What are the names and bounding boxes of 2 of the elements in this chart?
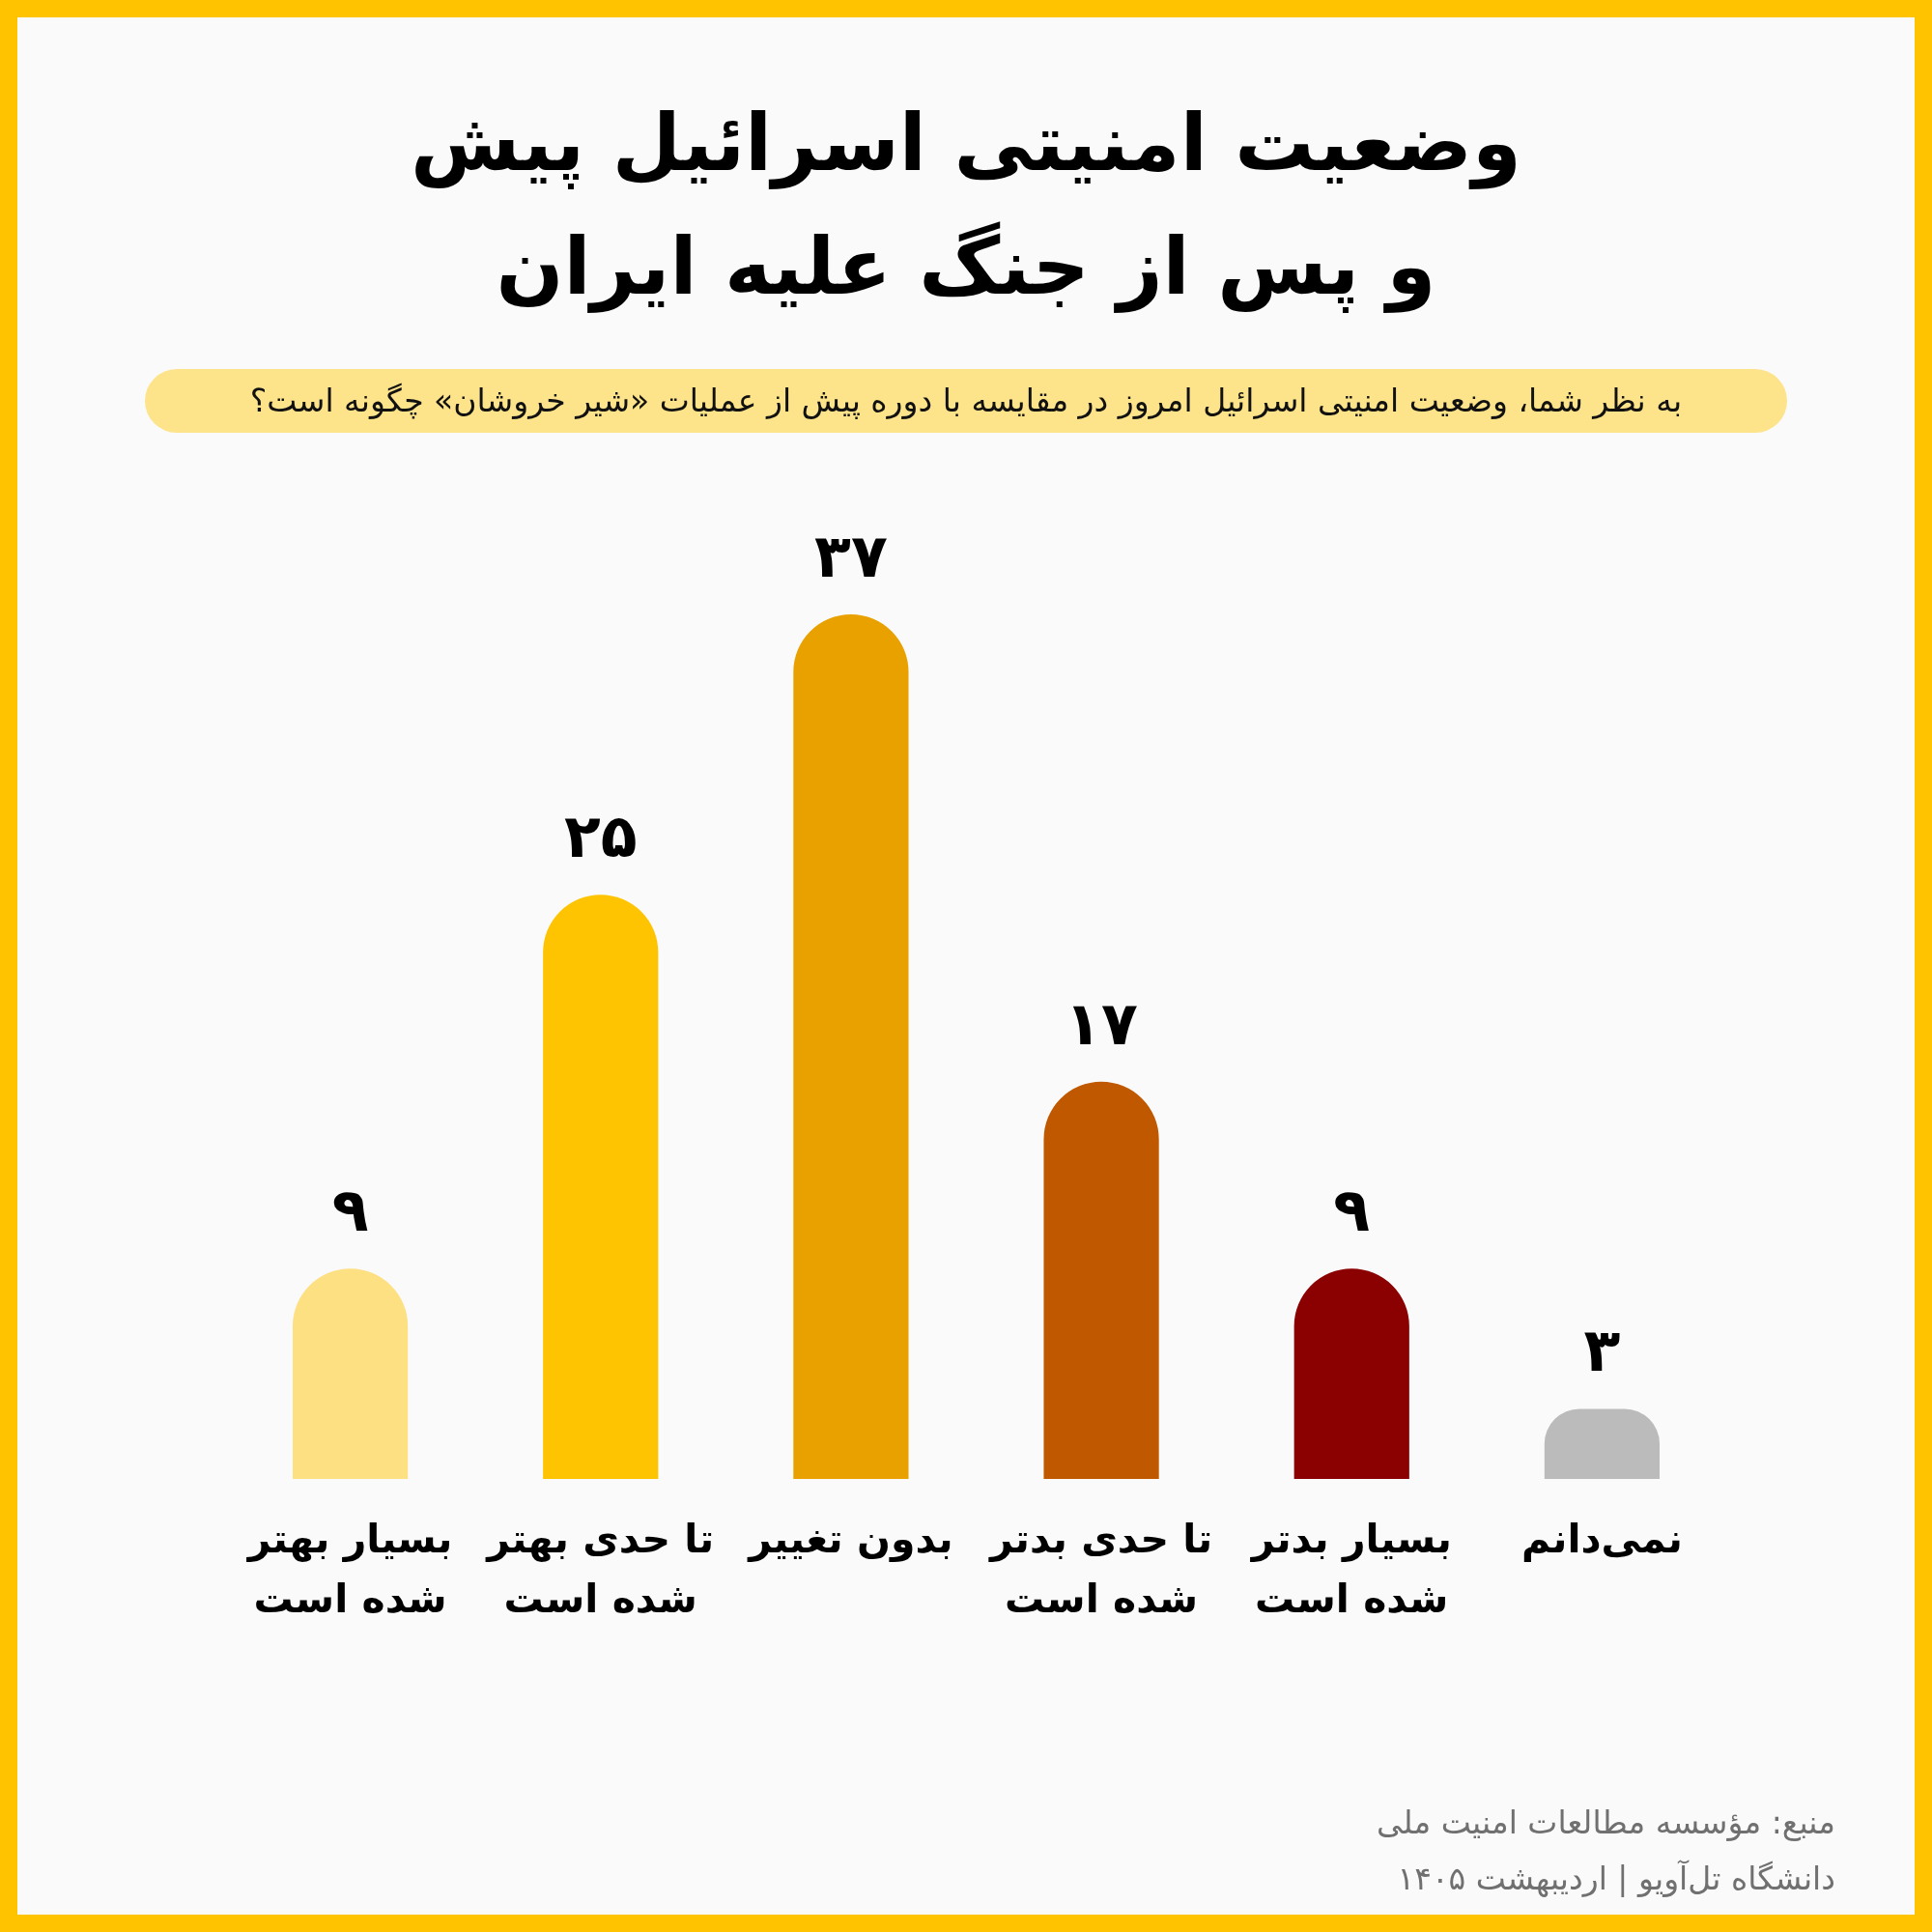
title: وضعیت امنیتی اسرائیل پیش و پس از جنگ علیه ایران xyxy=(409,96,1523,315)
subtitle: به نظر شما، وضعیت امنیتی اسرائیل امروز در مقایسه با دوره پیش از عملیات «شیر خروشان» چگونه است؟ xyxy=(145,369,1787,433)
